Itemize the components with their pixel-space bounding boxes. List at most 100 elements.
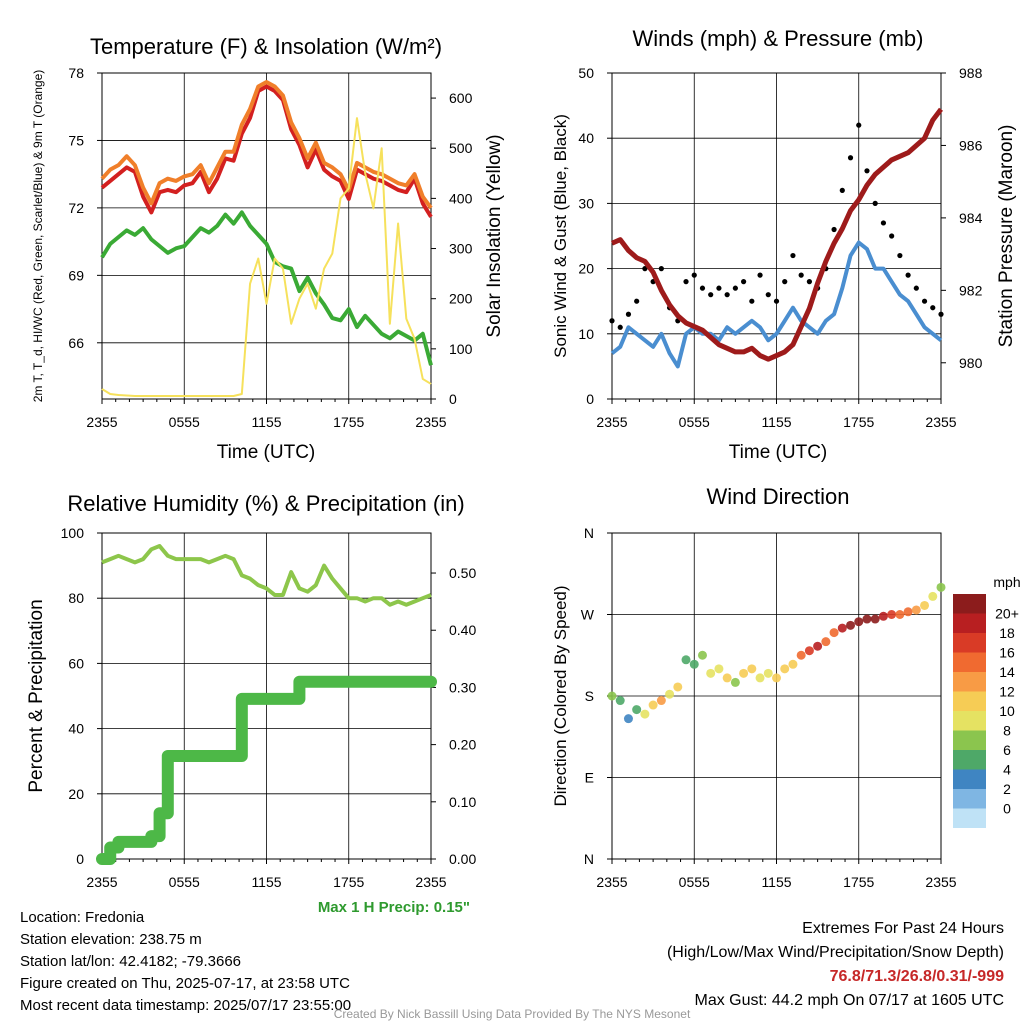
y2-tick-label-2: 0.40 (449, 622, 476, 638)
direction-point (804, 646, 814, 656)
colorbar-label: 16 (999, 645, 1015, 661)
direction-point (796, 650, 806, 660)
y2-tick-label-1: 980 (959, 355, 983, 371)
gust-point (798, 272, 804, 278)
gust-point (864, 168, 870, 174)
x-tick-label-1: 1755 (843, 414, 874, 430)
x-tick-label-3: 0555 (679, 874, 710, 890)
y2-tick-label-2: 0.30 (449, 679, 476, 695)
direction-point (936, 582, 946, 592)
colorbar-swatch (953, 730, 986, 750)
station-location: Location: Fredonia (20, 909, 145, 926)
direction-point (648, 700, 658, 710)
direction-point (903, 607, 913, 617)
colorbar-swatch (953, 633, 986, 653)
direction-point (928, 591, 938, 601)
y2-tick-label-2: 0.00 (449, 851, 476, 867)
colorbar-swatch (953, 652, 986, 672)
x-axis-label-winds: Time (UTC) (729, 442, 828, 463)
direction-point (846, 620, 856, 630)
y-tick-label-3: W (581, 607, 595, 623)
gust-point (691, 272, 697, 278)
gust-point (658, 266, 664, 272)
gust-point (880, 220, 887, 226)
gust-point (831, 226, 837, 233)
y-tick-label-0: 78 (68, 65, 84, 81)
gust-point (617, 324, 623, 330)
precip-series (96, 675, 437, 865)
y2-tick-label-0: 300 (449, 241, 473, 257)
colorbar-label: 0 (1003, 801, 1011, 817)
direction-point (911, 605, 921, 615)
x-tick-label-0: 1755 (333, 414, 364, 430)
y2-tick-label-0: 0 (449, 391, 457, 407)
y2-tick-label-2: 0.50 (449, 565, 476, 581)
extremes-subtitle: (High/Low/Max Wind/Precipitation/Snow De… (666, 944, 1004, 961)
direction-point (623, 714, 633, 724)
y-tick-label-0: 66 (68, 335, 84, 351)
x-tick-label-0: 2355 (86, 414, 117, 430)
gust-point (749, 298, 755, 304)
y-tick-label-2: 0 (76, 851, 84, 867)
gust-point (716, 285, 722, 291)
direction-point (689, 659, 699, 669)
y-tick-label-2: 60 (68, 655, 84, 671)
colorbar-swatch (953, 808, 986, 828)
y-tick-label-0: 75 (68, 132, 84, 148)
direction-point (722, 673, 732, 683)
y2-tick-label-1: 988 (959, 65, 983, 81)
y2-tick-label-0: 600 (449, 90, 473, 106)
direction-point (665, 689, 675, 699)
direction-point (788, 659, 798, 669)
y-tick-label-3: E (585, 770, 594, 786)
x-tick-label-0: 0555 (169, 414, 200, 430)
chart-title-winds: Winds (mph) & Pressure (mb) (633, 26, 924, 51)
y-axis-label-direction: Direction (Colored By Speed) (551, 585, 570, 806)
gust-point (625, 311, 632, 317)
y-tick-label-1: 30 (578, 195, 594, 211)
gust-point (732, 285, 738, 291)
x-tick-label-1: 1155 (761, 414, 791, 430)
station-latlon: Station lat/lon: 42.4182; -79.3666 (20, 953, 242, 970)
gust-point (839, 187, 845, 193)
gust-point (683, 279, 689, 285)
series-line-1-0 (610, 240, 943, 369)
direction-point (697, 650, 707, 660)
series-line-0-1 (100, 79, 433, 210)
y-tick-label-3: N (584, 525, 594, 541)
y-tick-label-3: N (584, 851, 594, 867)
direction-point (656, 696, 666, 706)
x-tick-label-0: 1155 (251, 414, 281, 430)
y2-axis-label-pressure: Station Pressure (Maroon) (996, 125, 1017, 348)
direction-point (829, 628, 839, 638)
y2-tick-label-0: 100 (449, 341, 473, 357)
colorbar-label: 20+ (995, 606, 1019, 622)
direction-point (730, 677, 740, 687)
gust-point (913, 285, 919, 291)
gust-point (609, 318, 615, 324)
x-tick-label-1: 2355 (925, 414, 956, 430)
direction-point (895, 610, 905, 619)
recent-timestamp: Most recent data timestamp: 2025/07/17 2… (20, 997, 352, 1014)
series-line-0-3 (101, 117, 432, 397)
colorbar-label: 14 (999, 664, 1015, 680)
x-tick-label-3: 1155 (761, 874, 791, 890)
y-tick-label-2: 40 (68, 721, 84, 737)
series-line-1-2 (610, 107, 943, 362)
gust-point (806, 279, 813, 285)
direction-point (714, 664, 724, 674)
y-tick-label-1: 10 (578, 326, 594, 342)
colorbar-label: 4 (1003, 762, 1011, 778)
x-tick-label-3: 2355 (596, 874, 627, 890)
colorbar-swatch (953, 769, 986, 789)
colorbar-title: mph (993, 574, 1020, 590)
extremes-values: 76.8/71.3/26.8/0.31/-999 (829, 968, 1004, 985)
x-tick-label-1: 0555 (679, 414, 710, 430)
colorbar-swatch (953, 789, 986, 809)
colorbar-swatch (953, 711, 986, 731)
y2-tick-label-1: 984 (959, 210, 983, 226)
y-axis-label-humidity: Percent & Precipitation (26, 599, 47, 792)
gust-point (765, 292, 771, 298)
direction-point (920, 600, 930, 610)
station-info: Location: Fredonia Station elevation: 23… (20, 907, 351, 1017)
